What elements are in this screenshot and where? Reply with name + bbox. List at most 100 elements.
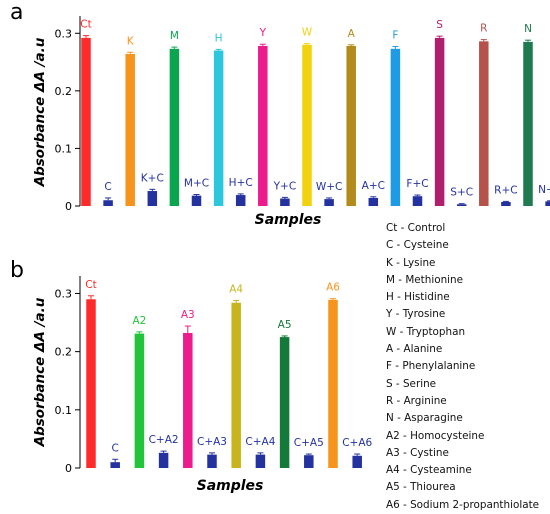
bar <box>110 462 120 468</box>
bar-label: M <box>170 30 179 42</box>
panel-b-letter: b <box>10 258 24 283</box>
bar-label: Ct <box>80 19 91 31</box>
bar-label: M+C <box>184 177 209 189</box>
bar <box>147 191 158 206</box>
bar-label: W+C <box>316 181 343 193</box>
legend-entry: K - Lysine <box>386 256 436 269</box>
bar <box>328 299 338 468</box>
y-tick-label: 0.1 <box>55 404 73 417</box>
bar-label: C <box>104 181 111 193</box>
bar <box>434 37 445 207</box>
legend-entry: W - Tryptophan <box>386 325 466 338</box>
bar-label: Ct <box>85 279 96 291</box>
bar <box>302 44 312 207</box>
legend-entry: S - Serine <box>386 377 437 390</box>
bar <box>352 455 362 468</box>
bar-label: A <box>348 28 356 40</box>
legend-entry: Y - Tyrosine <box>386 308 446 321</box>
bar-label: S+C <box>450 187 473 199</box>
bar <box>158 452 169 468</box>
bar <box>523 41 533 207</box>
bar-label: C+A5 <box>294 437 324 449</box>
bar-label: Y <box>259 27 267 39</box>
bar-label: A6 <box>326 282 340 294</box>
bar <box>207 454 217 468</box>
bar-label: S <box>436 19 443 31</box>
bar-label: W <box>302 27 313 39</box>
bar <box>255 454 266 468</box>
bar <box>169 48 180 207</box>
bar-label: C+A3 <box>197 436 227 448</box>
bar-label: N <box>524 23 532 35</box>
bar <box>501 201 511 206</box>
bar-label: F <box>392 30 398 42</box>
bar <box>304 455 314 468</box>
bar-label: N+C <box>538 184 550 196</box>
bar-label: H+C <box>229 177 253 189</box>
x-axis-label: Samples <box>197 478 264 494</box>
legend-entry: A4 - Cysteamine <box>386 464 472 477</box>
y-tick-label: 0.3 <box>55 287 73 300</box>
bar <box>231 302 241 468</box>
legend-entry: A6 - Sodium 2-propanthiolate <box>386 498 540 511</box>
bar <box>390 48 401 207</box>
bar <box>81 37 91 207</box>
bar-label: A4 <box>229 283 243 295</box>
bar <box>235 195 246 206</box>
legend-entry: A3 - Cystine <box>386 446 449 459</box>
bar-label: A5 <box>278 319 292 331</box>
bar <box>368 197 379 206</box>
bar-label: C+A2 <box>149 434 179 446</box>
bar <box>280 198 290 206</box>
legend-entry: A2 - Homocysteine <box>386 429 485 442</box>
y-tick-label: 0 <box>65 200 72 213</box>
legend-entry: M - Methionine <box>386 273 464 286</box>
legend-entry: N - Asparagine <box>386 412 463 425</box>
y-tick-label: 0 <box>65 462 72 475</box>
bar-label: R+C <box>494 184 517 196</box>
bar-label: F+C <box>406 178 428 190</box>
legend-entry: F - Phenylalanine <box>386 360 476 373</box>
bar <box>134 333 145 468</box>
y-tick-label: 0.2 <box>55 346 73 359</box>
bar <box>125 54 135 206</box>
legend-entry: H - Histidine <box>386 291 450 304</box>
legend-entry: C - Cysteine <box>386 239 449 252</box>
bar <box>479 41 489 207</box>
y-axis-label: Absorbance ΔA /a.u <box>32 37 48 187</box>
panel-a-letter: a <box>10 0 24 25</box>
bar-label: K <box>127 35 135 47</box>
legend-entry: A5 - Thiourea <box>386 481 456 494</box>
bar <box>324 199 334 206</box>
legend-entry: A - Alanine <box>386 343 443 356</box>
y-tick-label: 0.2 <box>55 85 73 98</box>
bar <box>183 333 193 468</box>
bar <box>258 45 268 206</box>
legend-entry: R - Arginine <box>386 394 447 407</box>
legend-entry: Ct - Control <box>386 222 446 234</box>
bar <box>412 196 423 206</box>
x-axis-label: Samples <box>255 212 322 228</box>
bar-label: A2 <box>132 315 146 327</box>
bar <box>456 204 467 206</box>
charts-canvas: 0 0.1 0.2 0.3 Absorbance ΔA /a.u Samples Ct C K K… <box>32 16 550 494</box>
bar-label: H <box>215 32 223 44</box>
legend: Ct - Control C - Cysteine K - Lysine M - Me… <box>386 220 539 514</box>
bar-label: C <box>112 442 119 454</box>
bar-label: R <box>480 23 487 35</box>
y-tick-label: 0.3 <box>55 27 73 40</box>
bar <box>86 299 96 468</box>
bar-label: A+C <box>362 180 385 192</box>
y-axis-label: Absorbance ΔA /a.u <box>32 297 48 447</box>
bar-label: K+C <box>141 172 164 184</box>
bar <box>213 50 224 206</box>
bar-label: C+A6 <box>342 437 372 449</box>
bar <box>103 200 113 206</box>
bar <box>346 45 356 206</box>
bar <box>191 195 202 206</box>
bar <box>279 337 290 468</box>
bar-label: Y+C <box>273 180 297 192</box>
bar-label: A3 <box>181 309 195 321</box>
bar <box>545 201 550 206</box>
y-tick-label: 0.1 <box>55 142 73 155</box>
